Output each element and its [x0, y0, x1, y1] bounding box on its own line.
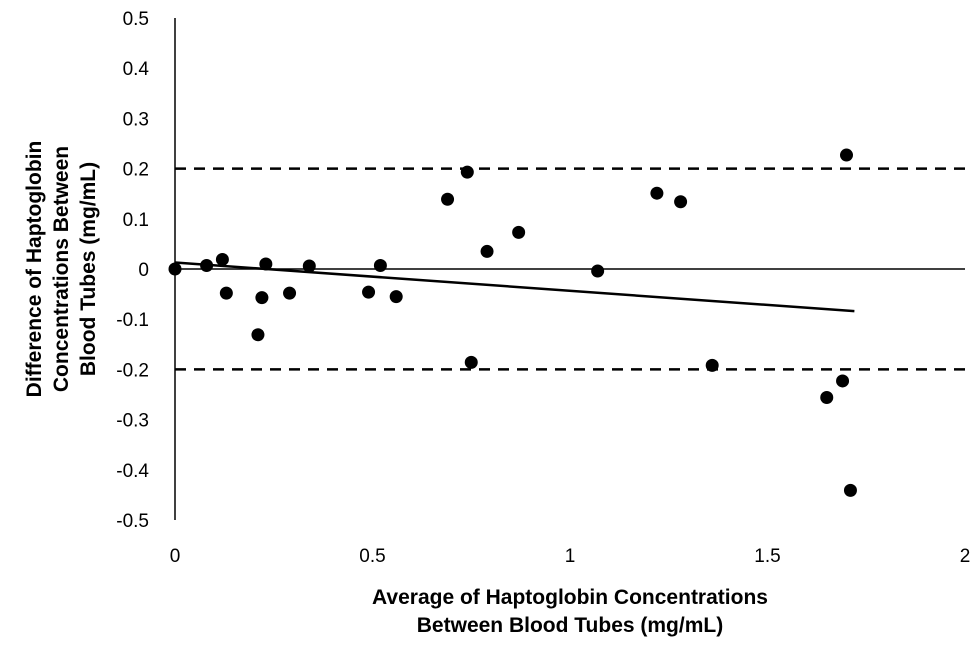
data-point — [836, 374, 850, 388]
x-axis-title-line: Average of Haptoglobin Concentrations — [372, 586, 768, 609]
data-point — [302, 259, 316, 273]
data-point — [840, 148, 853, 162]
data-point — [591, 264, 605, 278]
y-axis-title-line: Concentrations Between — [50, 146, 73, 392]
data-point — [480, 244, 494, 258]
y-axis-title: Difference of Haptoglobin Concentrations … — [23, 141, 100, 398]
data-point — [441, 192, 455, 206]
x-tick-label: 1.5 — [754, 546, 780, 567]
data-point — [820, 391, 834, 405]
data-point — [650, 186, 664, 200]
data-point — [389, 290, 403, 304]
y-tick-label: -0.5 — [116, 511, 149, 532]
y-tick-label: -0.3 — [116, 411, 149, 432]
y-tick-label: 0.2 — [123, 160, 149, 181]
data-point — [200, 258, 214, 272]
y-tick-label: -0.2 — [116, 360, 149, 381]
x-axis-title: Average of Haptoglobin Concentrations Bet… — [372, 586, 768, 637]
y-tick-label: -0.4 — [116, 461, 149, 482]
y-tick-label: 0.1 — [123, 210, 149, 231]
data-point — [373, 258, 387, 272]
y-tick-label: 0.3 — [123, 109, 149, 130]
x-tick-label: 1 — [565, 546, 576, 567]
data-point — [283, 286, 297, 300]
x-tick-label: 2 — [960, 546, 971, 567]
x-axis-title-line: Between Blood Tubes (mg/mL) — [417, 614, 723, 637]
trend-line — [174, 261, 855, 313]
data-point — [843, 483, 857, 497]
data-point — [362, 285, 376, 299]
data-point — [219, 286, 233, 300]
y-axis-title-line: Difference of Haptoglobin — [23, 141, 46, 398]
data-point — [168, 262, 182, 276]
plot-area — [168, 18, 965, 520]
data-point — [460, 165, 474, 179]
x-tick-label: 0 — [170, 546, 181, 567]
data-point — [512, 225, 526, 239]
data-point — [259, 257, 273, 271]
y-tick-label: 0.5 — [123, 9, 149, 30]
data-point — [255, 291, 269, 305]
data-point — [674, 195, 688, 209]
data-point — [705, 358, 719, 372]
y-tick-label: 0.4 — [123, 59, 150, 80]
y-axis-title-line: Blood Tubes (mg/mL) — [77, 162, 100, 376]
axis-labels: 0.5 0.4 0.3 0.2 0.1 0 -0.1 -0.2 -0.3 -0.4 -0.5 0 0.5… — [23, 9, 970, 637]
data-point — [464, 355, 478, 369]
x-tick-label: 0.5 — [359, 546, 385, 567]
data-point — [251, 328, 265, 342]
y-tick-label: -0.1 — [116, 310, 149, 331]
y-tick-label: 0 — [138, 260, 149, 281]
data-point — [215, 252, 229, 266]
